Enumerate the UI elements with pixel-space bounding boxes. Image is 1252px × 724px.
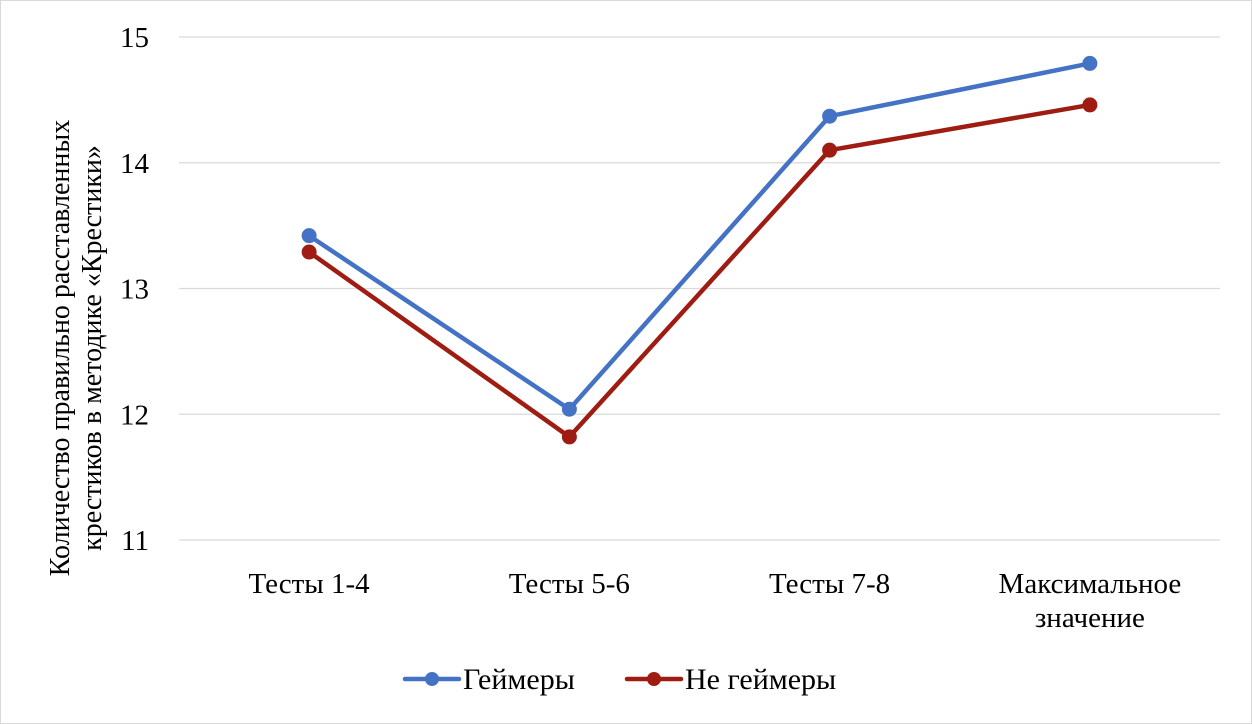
- data-point: [1082, 55, 1098, 71]
- x-category-label: Тесты 1-4: [249, 568, 371, 600]
- x-category-label-line: Максимальное: [999, 568, 1182, 600]
- y-axis-label-line: крестиков в методике «Крестики»: [77, 145, 108, 551]
- x-category-label: Тесты 5-6: [509, 568, 630, 600]
- data-point: [561, 429, 577, 445]
- y-axis-label: Количество правильно расставленныхкрести…: [45, 120, 108, 576]
- y-tick-label: 11: [121, 525, 149, 557]
- gridlines: [179, 36, 1220, 541]
- data-point: [1082, 97, 1098, 113]
- data-point: [561, 401, 577, 417]
- data-point: [822, 108, 838, 124]
- series-line: [306, 61, 1093, 412]
- legend-item: Не геймеры: [624, 663, 836, 696]
- data-point: [822, 142, 838, 158]
- x-category-label: Тесты 7-8: [769, 568, 890, 600]
- x-category-label-line: значение: [1035, 602, 1145, 634]
- series-line: [306, 102, 1093, 440]
- data-point: [301, 244, 317, 260]
- x-axis-categories: Тесты 1-4 Тесты 5-6 Тесты 7-8 Максимальное з…: [249, 568, 1182, 634]
- series-2: [301, 97, 1098, 445]
- y-tick-label: 15: [120, 22, 149, 54]
- legend-label: Не геймеры: [685, 663, 836, 696]
- legend-label: Геймеры: [463, 663, 575, 696]
- series-1: [301, 55, 1098, 417]
- y-tick-label: 14: [120, 148, 150, 180]
- y-tick-label: 12: [120, 399, 149, 431]
- legend-dot-marker: [647, 672, 661, 686]
- y-tick-label: 13: [120, 274, 149, 306]
- data-point: [301, 228, 317, 244]
- x-category-label-line: Тесты 5-6: [509, 568, 630, 600]
- y-axis-title: Количество правильно расставленныхкрести…: [45, 120, 108, 576]
- y-axis-ticks: 11 12 13 14 15: [120, 22, 150, 557]
- x-category-label: Максимальное значение: [999, 568, 1182, 634]
- series-layer: [301, 55, 1098, 445]
- legend-dot-marker: [425, 672, 439, 686]
- y-axis-label-line: Количество правильно расставленных: [45, 120, 76, 576]
- x-category-label-line: Тесты 1-4: [249, 568, 371, 600]
- legend: Геймеры Не геймеры: [402, 663, 836, 696]
- legend-item: Геймеры: [402, 663, 575, 696]
- x-category-label-line: Тесты 7-8: [769, 568, 890, 600]
